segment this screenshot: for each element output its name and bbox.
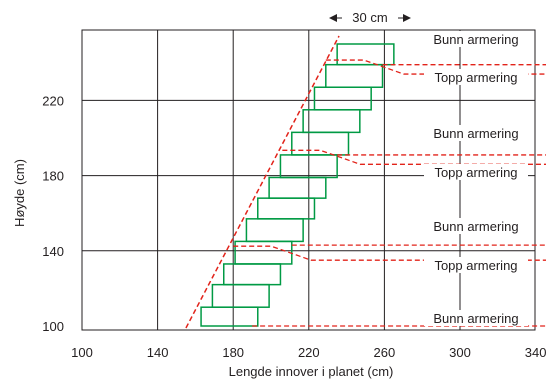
y-tick-labels: 100 140 180 220 [42,93,64,334]
top-reinforcement-label: Topp armering [434,70,517,85]
annotation-bg [424,164,528,180]
x-tick-label: 140 [147,345,169,360]
annotation-bg [424,257,528,273]
arrow-right-icon [403,14,411,22]
reinforcement-box [257,197,316,220]
bottom-reinforcement-label: Bunn armering [433,126,518,141]
reinforcement-box [234,240,293,265]
annotation-bg [424,310,528,326]
annotation-bg [424,31,528,47]
y-tick-label: 180 [42,169,64,184]
top-reinforcement-label: Topp armering [434,165,517,180]
x-tick-label: 340 [525,345,546,360]
dimension-marker: 30 cm [329,10,411,25]
reinforcement-box [223,263,282,286]
x-tick-label: 300 [449,345,471,360]
y-tick-label: 100 [42,319,64,334]
x-tick-labels: 100 140 180 220 260 300 340 [71,345,546,360]
x-tick-label: 220 [298,345,320,360]
reinforcement-box [211,283,270,308]
arrow-left-icon [329,14,337,22]
annotation-bg [424,125,528,141]
x-tick-label: 260 [374,345,396,360]
annotation-labels: Bunn armering Topp armering Bunn armering T… [424,31,528,326]
annotation-bg [424,69,528,85]
y-axis-label: Høyde (cm) [12,159,27,227]
reinforcement-level-lines [233,59,546,327]
x-axis-label: Lengde innover i planet (cm) [229,364,394,379]
reinforcement-box [336,43,395,66]
y-tick-label: 220 [42,93,64,108]
boundary-line [185,35,340,329]
annotation-bg [424,218,528,234]
top-reinforcement-line [282,149,546,165]
reinforcement-box [200,306,259,327]
bottom-reinforcement-label: Bunn armering [433,32,518,47]
reinforcement-box [313,86,372,111]
top-reinforcement-line [325,59,546,75]
reinforcement-box [291,131,350,156]
reinforcement-box [245,218,304,243]
y-tick-label: 140 [42,244,64,259]
boundary-dashed-line [185,35,340,329]
reinforcement-box [325,63,384,88]
top-reinforcement-line [233,245,546,261]
reinforcement-box [302,109,361,134]
bottom-reinforcement-label: Bunn armering [433,219,518,234]
x-tick-label: 180 [222,345,244,360]
top-reinforcement-label: Topp armering [434,258,517,273]
dimension-label: 30 cm [352,10,387,25]
reinforcement-boxes [200,43,395,327]
bottom-reinforcement-label: Bunn armering [433,311,518,326]
x-tick-label: 100 [71,345,93,360]
reinforcement-box [268,176,327,199]
